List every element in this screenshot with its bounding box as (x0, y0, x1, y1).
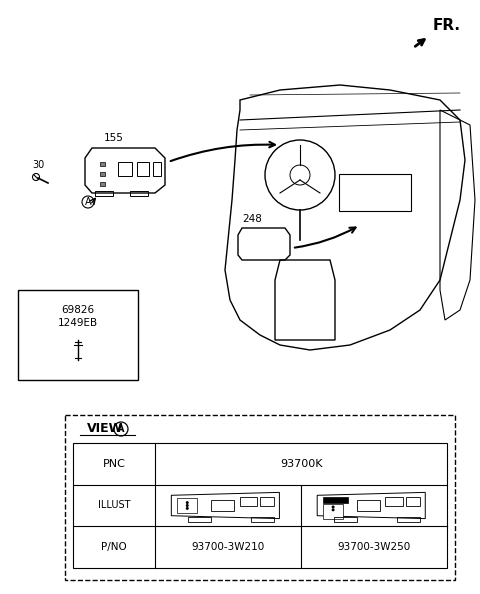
Text: P/NO: P/NO (101, 542, 127, 552)
Circle shape (186, 501, 189, 504)
Bar (211, 500, 234, 511)
Bar (188, 517, 211, 522)
Text: FR.: FR. (433, 18, 461, 33)
Text: 30: 30 (32, 160, 44, 170)
Text: 248: 248 (242, 214, 262, 224)
Bar (137, 162, 149, 176)
Text: 69826: 69826 (61, 305, 95, 315)
Text: ILLUST: ILLUST (98, 501, 131, 510)
Circle shape (332, 505, 335, 508)
Bar (397, 517, 420, 522)
Bar (118, 162, 132, 176)
Bar (100, 172, 105, 176)
Text: A: A (117, 424, 125, 434)
Bar (177, 498, 197, 513)
Bar (100, 162, 105, 166)
Text: VIEW: VIEW (87, 422, 123, 435)
Bar (323, 497, 348, 503)
Bar (18, 290, 138, 380)
Text: A: A (84, 197, 91, 207)
Bar (73, 443, 447, 568)
Text: 1249EB: 1249EB (58, 318, 98, 328)
Circle shape (186, 504, 189, 507)
Bar (357, 500, 380, 511)
Bar (260, 497, 274, 505)
Bar (406, 497, 420, 505)
Bar (334, 517, 357, 522)
Circle shape (186, 507, 189, 510)
Text: 93700-3W210: 93700-3W210 (192, 542, 265, 552)
Bar (130, 191, 148, 196)
Bar (65, 415, 455, 580)
Circle shape (332, 508, 335, 511)
Text: 155: 155 (104, 133, 124, 143)
Bar (95, 191, 113, 196)
Bar (251, 517, 274, 522)
Bar (240, 497, 257, 505)
Text: 93700K: 93700K (280, 459, 323, 469)
Text: PNC: PNC (103, 459, 126, 469)
Text: 93700-3W250: 93700-3W250 (337, 542, 411, 552)
Bar (153, 162, 161, 176)
Bar (323, 504, 343, 519)
Bar (385, 497, 403, 505)
Bar (100, 182, 105, 186)
